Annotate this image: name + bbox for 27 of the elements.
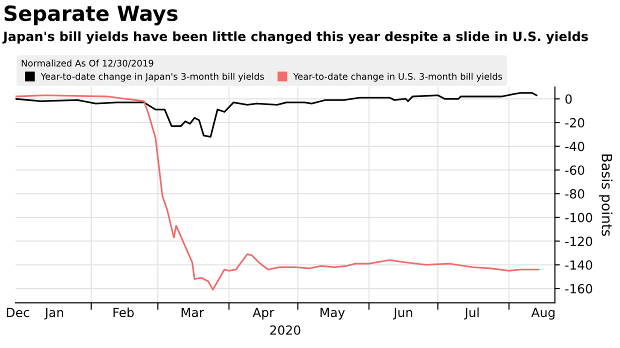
legend-label: Year-to-date change in U.S. 3-month bill yields	[293, 72, 502, 82]
x-tick-label: Jul	[464, 307, 479, 320]
x-tick-label: Feb	[114, 307, 134, 318]
y-tick-label: -60	[565, 165, 584, 175]
line-series	[16, 92, 538, 138]
y-tick-label: -160	[565, 284, 592, 294]
legend-label: Year-to-date change in Japan's 3-month bill yields	[40, 72, 264, 82]
x-tick-label: Dec	[6, 308, 30, 318]
line-series	[16, 94, 540, 291]
chart-title: Separate Ways	[4, 5, 178, 26]
x-tick-label: Jan	[44, 308, 64, 320]
y-axis-title: Basis points	[598, 154, 612, 236]
x-tick-label: Apr	[252, 308, 274, 320]
y-tick-label: 0	[565, 94, 572, 104]
x-tick-label: Aug	[531, 308, 554, 320]
x-tick-label: May	[320, 308, 345, 320]
x-tick-label: Mar	[182, 308, 204, 318]
legend-title: Normalized As Of 12/30/2019	[22, 60, 154, 68]
x-tick-label: Jun	[392, 308, 412, 320]
y-tick-label: -40	[565, 142, 584, 152]
chart-subtitle: Japan's bill yields have been little changed this year despite a slide in U.S. yields	[2, 31, 588, 44]
y-tick-label: -100	[565, 212, 592, 222]
y-tick-label: -20	[565, 118, 584, 128]
y-tick-label: -120	[565, 236, 592, 246]
x-axis-title: 2020	[270, 325, 300, 335]
y-tick-label: -140	[565, 260, 592, 270]
y-tick-label: -80	[565, 189, 584, 199]
